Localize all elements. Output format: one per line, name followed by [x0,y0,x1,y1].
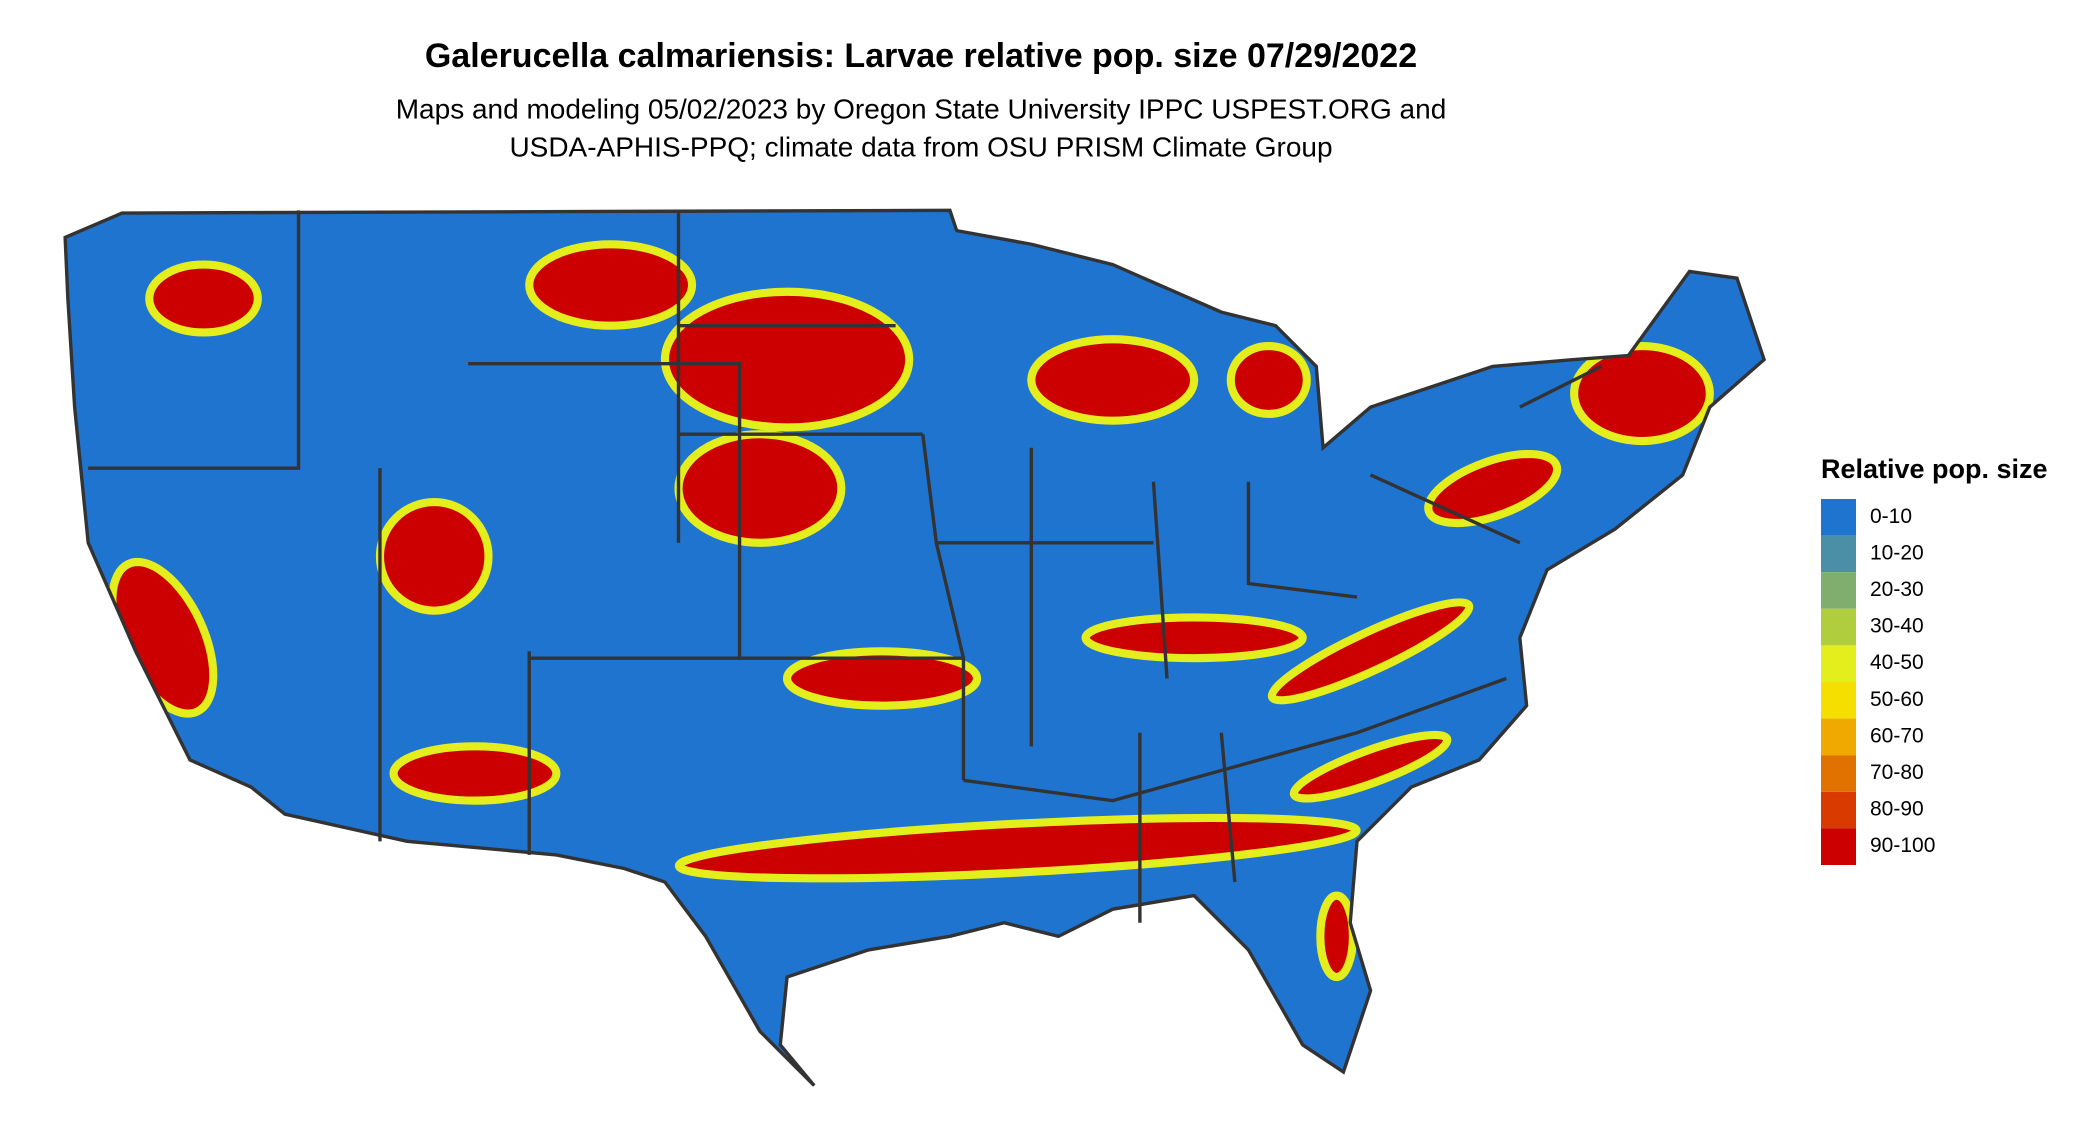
hotspot [674,813,1361,883]
hotspot [1081,613,1307,663]
legend-swatch [1821,682,1856,719]
legend-label: 0-10 [1870,505,1912,528]
hotspot [375,498,493,615]
map-subtitle: USDA-APHIS-PPQ; climate data from OSU PR… [509,131,1332,162]
legend-swatch [1821,791,1856,829]
legend-swatch [1821,499,1856,536]
legend-label: 50-60 [1870,688,1924,711]
hotspot [1226,341,1311,418]
legend-swatch [1821,755,1856,792]
hotspots [108,240,1714,982]
hotspot [1027,335,1199,425]
legend-swatch [1821,535,1856,573]
hotspot [1267,598,1474,705]
legend-label: 70-80 [1870,761,1924,784]
hotspot [660,287,914,432]
hotspot [145,260,262,337]
hotspot [389,742,561,805]
legend: 0-10 10-20 20-30 30-40 40-50 50-60 60-70 70-80 8… [1821,499,1935,865]
legend-label: 60-70 [1870,724,1924,747]
hotspot [1316,891,1357,982]
state-borders [63,208,1766,1088]
map-title: Galerucella calmariensis: Larvae relativ… [425,37,1417,75]
legend-swatch [1821,828,1856,865]
legend-label: 30-40 [1870,615,1924,638]
legend-swatch [1821,645,1856,682]
legend-swatch [1821,608,1856,646]
legend-label: 20-30 [1870,578,1924,601]
hotspot [782,647,982,710]
hotspot [1424,449,1562,528]
legend-title: Relative pop. size [1821,454,2048,484]
hotspot [1570,341,1714,446]
map [63,208,1766,1088]
legend-label: 80-90 [1870,798,1924,821]
legend-swatch [1821,572,1856,609]
legend-label: 40-50 [1870,651,1924,674]
hotspot [1289,730,1452,803]
hotspot [674,430,846,547]
legend-swatch [1821,718,1856,756]
legend-label: 10-20 [1870,541,1924,564]
legend-label: 90-100 [1870,834,1935,857]
land [65,210,1765,1086]
map-subtitle: Maps and modeling 05/02/2023 by Oregon S… [396,93,1447,124]
state-border [88,210,1603,923]
hotspot [525,240,697,330]
